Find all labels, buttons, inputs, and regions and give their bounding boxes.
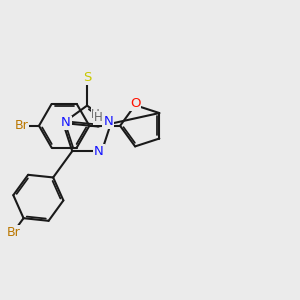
Text: H: H	[91, 108, 100, 121]
Text: Br: Br	[6, 226, 20, 239]
Text: N: N	[61, 116, 71, 130]
Text: H: H	[94, 111, 103, 124]
Text: O: O	[130, 97, 140, 110]
Text: N: N	[94, 145, 104, 158]
Text: N: N	[103, 115, 113, 128]
Text: Br: Br	[15, 119, 28, 132]
Text: S: S	[83, 71, 91, 84]
